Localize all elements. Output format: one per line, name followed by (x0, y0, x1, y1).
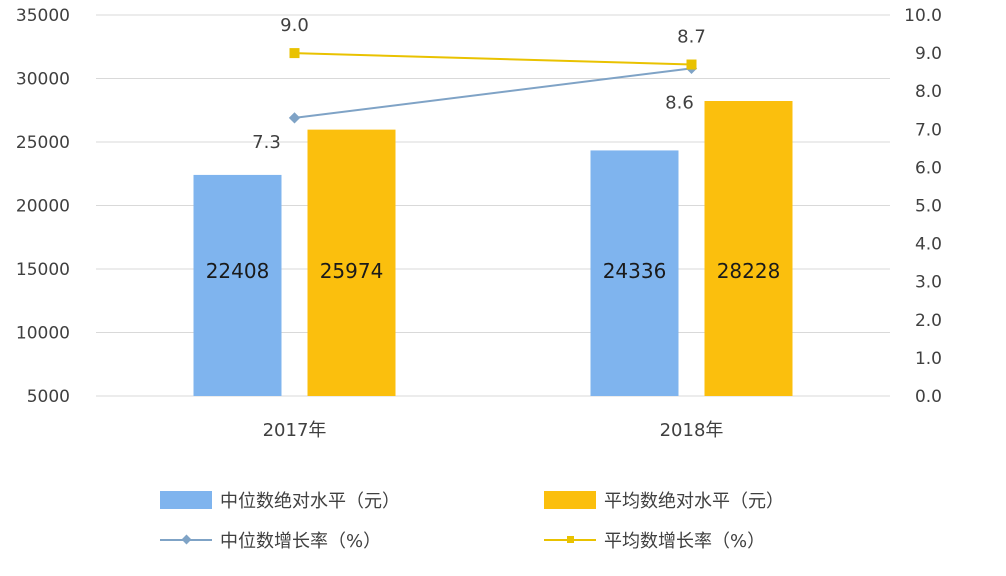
bar (193, 174, 282, 396)
left-axis-tick-label: 25000 (16, 133, 70, 153)
line-data-label: 7.3 (252, 132, 281, 153)
bar-data-label: 28228 (717, 259, 781, 283)
bar-data-label: 22408 (206, 259, 270, 283)
bar (307, 129, 396, 397)
bar-data-label: 25974 (320, 259, 384, 283)
right-axis-tick-label: 3.0 (915, 273, 942, 293)
legend-item-median-level: 中位数绝对水平（元） (160, 484, 400, 516)
left-axis-tick-label: 15000 (16, 260, 70, 280)
line-point (288, 112, 301, 124)
line-data-label: 9.0 (280, 15, 309, 36)
left-axis-tick-label: 35000 (16, 6, 70, 26)
right-axis-tick-label: 9.0 (915, 44, 942, 64)
chart-legend: 中位数绝对水平（元） 平均数绝对水平（元） 中位数增长率（%） 平均数增长率（%… (160, 478, 880, 568)
legend-item-mean-level: 平均数绝对水平（元） (544, 484, 784, 516)
legend-swatch-mean-growth (544, 531, 596, 549)
right-axis-tick-label: 4.0 (915, 235, 942, 255)
line-point (686, 59, 697, 70)
legend-label-mean-growth: 平均数增长率（%） (604, 531, 766, 552)
legend-label-median-level: 中位数绝对水平（元） (220, 491, 400, 512)
right-axis-tick-label: 6.0 (915, 158, 942, 178)
legend-label-median-growth: 中位数增长率（%） (220, 531, 382, 552)
legend-swatch-median-growth (160, 531, 212, 549)
right-axis-tick-label: 10.0 (904, 6, 942, 26)
right-axis-tick-label: 7.0 (915, 120, 942, 140)
x-axis-category-label: 2017年 (263, 420, 327, 441)
right-axis-tick-label: 8.0 (915, 82, 942, 102)
legend-item-median-growth: 中位数增长率（%） (160, 524, 381, 556)
series-line (294, 52, 692, 66)
left-axis-tick-label: 30000 (16, 70, 70, 90)
right-axis-tick-label: 2.0 (915, 311, 942, 331)
bar (590, 150, 679, 396)
bar-data-label: 24336 (603, 259, 667, 283)
right-axis-tick-label: 5.0 (915, 197, 942, 217)
right-axis-tick-label: 1.0 (915, 349, 942, 369)
legend-label-mean-level: 平均数绝对水平（元） (604, 491, 784, 512)
line-data-label: 8.7 (677, 27, 706, 48)
legend-item-mean-growth: 平均数增长率（%） (544, 524, 765, 556)
line-data-label: 8.6 (665, 92, 694, 113)
series-line (294, 67, 692, 119)
left-axis-tick-label: 10000 (16, 324, 70, 344)
left-axis-tick-label: 20000 (16, 197, 70, 217)
legend-swatch-mean-level (544, 491, 596, 509)
right-axis-tick-label: 0.0 (915, 387, 942, 407)
bar (704, 101, 793, 397)
chart-plot-area: 5000 10000 15000 20000 25000 30000 35000 0.0 1.0… (16, 6, 942, 441)
line-point (289, 48, 300, 59)
left-axis-tick-label: 5000 (27, 387, 70, 407)
legend-swatch-median-level (160, 491, 212, 509)
x-axis-category-label: 2018年 (660, 420, 724, 441)
